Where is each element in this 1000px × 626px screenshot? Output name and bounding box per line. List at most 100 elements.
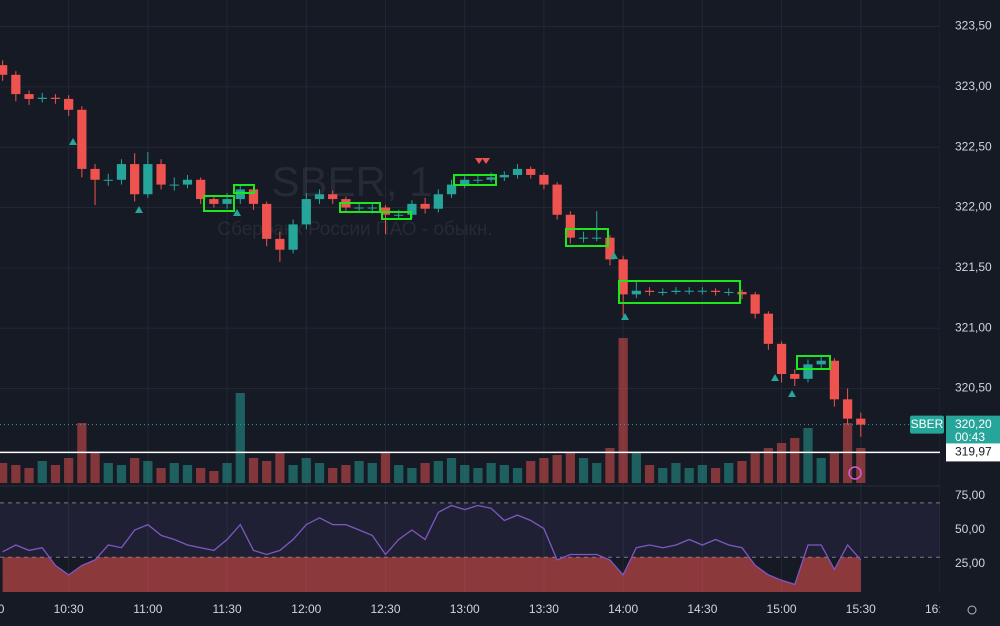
y-tick-label: 323,50 [955,19,992,33]
axes: 320,50 321,00 321,50 322,00 322,50 323,00 323,… [910,19,1000,570]
x-tick-label: 14:30 [687,602,717,616]
candle-body [103,179,113,181]
volume-bar [697,465,707,483]
candle-body [116,164,127,180]
x-tick-label: 11:00 [133,602,162,616]
volume-bar [64,458,74,483]
volume-bar [275,453,285,483]
x-tick-label: 10:00 [0,602,5,616]
volume-bar [116,465,127,483]
volume-bar [644,465,655,483]
candle-body [328,194,338,200]
range-box [618,280,741,304]
last-price-label: 320,20 [955,417,992,431]
candle-body [130,164,140,195]
volume-bar [460,465,470,483]
volume-bar [763,448,773,483]
volume-bar [750,453,760,483]
volume-bar [565,453,575,483]
candle-body [182,179,193,185]
volume-bar [354,461,364,483]
volume-bar [446,458,457,483]
candle-body [790,374,800,379]
event-icon[interactable] [848,466,862,480]
volume-bar [222,463,232,483]
volume-bar [11,465,21,483]
volume-bar [380,453,391,483]
candle-body [169,184,179,186]
volume-bar [658,468,668,483]
candle-body [816,360,826,365]
candle-body [684,290,694,292]
candle-body [460,179,470,185]
volume-bar [539,458,549,483]
volume-bar [0,463,8,483]
y-tick-label: 321,50 [955,260,992,274]
y-tick-label: 25,00 [955,556,985,570]
range-box [565,228,609,247]
settings-icon[interactable] [967,605,977,615]
candle-body [24,94,34,99]
x-tick-label: 12:30 [370,602,400,616]
oversold-area [2,557,861,592]
range-box [381,211,412,220]
price-tag [946,415,1000,446]
candle-body [486,177,496,180]
y-tick-label: 75,00 [955,488,985,502]
volume-bar [209,471,219,483]
volume-bar [499,465,509,483]
candle-body [473,179,483,181]
volume-bar [737,461,747,483]
candle-body [710,290,721,292]
range-box [453,174,497,186]
candle-body [37,97,47,99]
candle-body [90,168,100,180]
candle-body [248,189,259,204]
watermark-symbol: SBER, 1 [271,158,432,205]
signal-markers [475,158,490,164]
candle-body [763,313,773,344]
volume-bar [486,463,496,483]
volume-bar [301,458,311,483]
candle-body [0,65,8,75]
volume-bar [592,463,602,483]
candle-body [196,179,206,200]
candle-body [222,199,232,204]
candle-body [209,199,219,204]
crosshair-tag [946,443,1000,462]
volume-bar [829,453,840,483]
candle-body [235,189,245,200]
candle-body [314,194,325,200]
candle-body [420,203,430,209]
candle-body [671,290,681,292]
range-box [203,195,235,212]
volume-bar [50,465,61,483]
volume-bar [433,461,443,483]
candle-body [737,291,747,295]
range-boxes [69,138,831,397]
watermark-name: Сбербанк России ПАО - обыкн. [217,219,492,240]
candle-body [262,203,272,239]
volume-bar [671,463,681,483]
volume-bar [248,458,259,483]
candle-body [50,97,61,99]
y-tick-label: 322,50 [955,139,992,153]
volume-bar [605,448,615,483]
candle-body [11,74,21,95]
candle-body [539,174,549,185]
candle-body [829,360,840,400]
volume-bar [90,453,100,483]
grid [0,0,941,592]
volume-bar [24,468,34,483]
candle-body [433,194,443,209]
volume-bar [420,463,430,483]
volume-bar [37,461,47,483]
volume-bar [473,468,483,483]
y-tick-label: 320,50 [955,381,992,395]
y-tick-label: 323,00 [955,79,992,93]
volume-bar [816,458,826,483]
candle-body [77,109,87,169]
candle-body [354,207,364,209]
x-tick-label: 14:00 [608,602,638,616]
